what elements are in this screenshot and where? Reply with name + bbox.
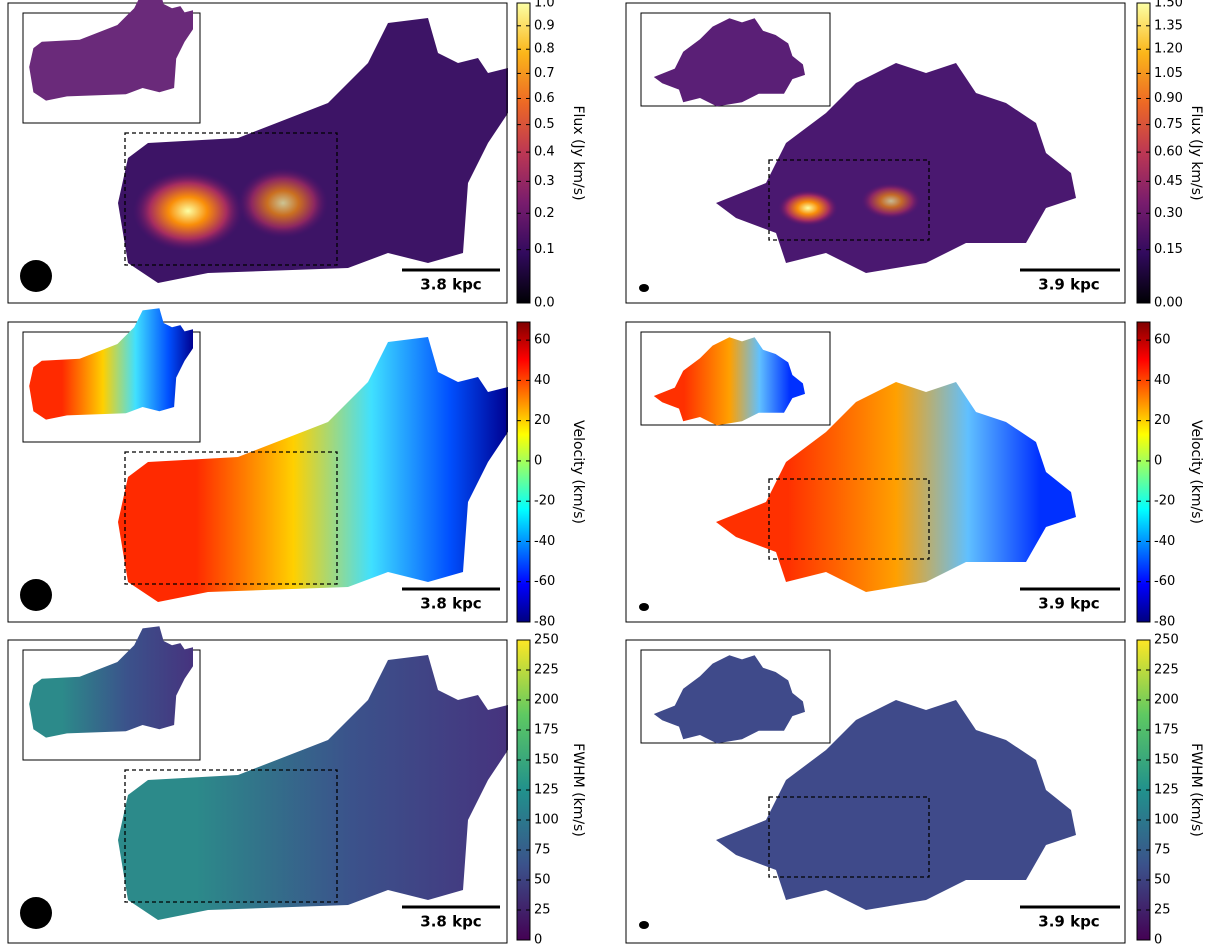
colorbar-tick-label: 75 <box>534 843 551 858</box>
colorbar-tick-label: 25 <box>534 903 551 918</box>
colorbar <box>517 3 530 303</box>
figure: 0.0 0.1 0.2 0.3 0.4 0.5 0.6 0.7 0.8 0.9 1.0 Flux (J… <box>0 0 1230 952</box>
colorbar-tick-label: 1.05 <box>1154 66 1183 81</box>
colorbar-tick-label: 40 <box>1154 373 1171 388</box>
colorbar-label: Flux (Jy km/s) <box>570 105 586 200</box>
colorbar-tick-label: 0.5 <box>534 117 555 132</box>
colorbar <box>1137 322 1150 622</box>
colorbar-tick-label: 0.6 <box>534 91 555 106</box>
colorbar-tick-label: 40 <box>534 373 551 388</box>
colorbar-label: FWHM (km/s) <box>570 743 586 837</box>
colorbar-label: FWHM (km/s) <box>1188 743 1204 837</box>
colorbar-tick-label: 0.30 <box>1154 206 1183 221</box>
map-fwhm-right <box>626 640 1125 943</box>
colorbar-tick-label: -40 <box>534 534 555 549</box>
colorbar-tick-label: -20 <box>1154 494 1175 509</box>
colorbar-tick-label: 1.35 <box>1154 18 1183 33</box>
colorbar-tick-label: 60 <box>1154 333 1171 348</box>
colorbar-tick-label: 125 <box>534 783 559 798</box>
map-flux-right <box>626 3 1125 303</box>
colorbar-tick-label: 125 <box>1154 783 1179 798</box>
scale-bar-label: 3.8 kpc <box>420 913 481 931</box>
colorbar-tick-label: 200 <box>1154 693 1179 708</box>
colorbar-tick-label: 0.2 <box>534 206 555 221</box>
colorbar-tick-label: 225 <box>534 663 559 678</box>
colorbar-tick-label: 150 <box>1154 753 1179 768</box>
scale-bar-label: 3.9 kpc <box>1038 913 1099 931</box>
colorbar-tick-label: 1.50 <box>1154 0 1183 11</box>
colorbar-tick-label: 250 <box>1154 633 1179 648</box>
colorbar <box>1137 3 1150 303</box>
colorbar-tick-label: 0.00 <box>1154 296 1183 311</box>
map-velocity-left <box>8 308 508 622</box>
colorbar-tick-label: 75 <box>1154 843 1171 858</box>
colorbar-tick-label: 175 <box>534 723 559 738</box>
colorbar-tick-label: 225 <box>1154 663 1179 678</box>
colorbar-tick-label: 0.8 <box>534 42 555 57</box>
colorbar-tick-label: 20 <box>1154 413 1171 428</box>
colorbar-tick-label: 0.7 <box>534 66 555 81</box>
map-velocity-right <box>626 322 1125 622</box>
colorbar-tick-label: 200 <box>534 693 559 708</box>
colorbar-tick-label: 60 <box>534 333 551 348</box>
scale-bar-label: 3.8 kpc <box>420 595 481 613</box>
colorbar-tick-label: 1.0 <box>534 0 555 11</box>
colorbar-label: Velocity (km/s) <box>570 420 586 524</box>
colorbar-tick-label: -80 <box>1154 615 1175 630</box>
scale-bar-label: 3.9 kpc <box>1038 595 1099 613</box>
colorbar-tick-label: 250 <box>534 633 559 648</box>
colorbar-tick-label: -40 <box>1154 534 1175 549</box>
colorbar-tick-label: 0 <box>1154 453 1162 468</box>
colorbar-tick-label: 0.75 <box>1154 117 1183 132</box>
colorbar-tick-label: 1.20 <box>1154 42 1183 57</box>
map-panels <box>8 0 1125 943</box>
colorbar-tick-label: 0.90 <box>1154 91 1183 106</box>
colorbar-tick-label: 0.3 <box>534 174 555 189</box>
colorbar <box>517 322 530 622</box>
colorbar-tick-label: 100 <box>1154 813 1179 828</box>
colorbar-tick-label: 50 <box>1154 873 1171 888</box>
colorbar-tick-label: 0.1 <box>534 242 555 257</box>
colorbar-tick-label: 0.9 <box>534 18 555 33</box>
colorbar-tick-label: 0.15 <box>1154 242 1183 257</box>
scale-bar-label: 3.8 kpc <box>420 276 481 294</box>
colorbar-tick-label: -80 <box>534 615 555 630</box>
colorbar-tick-label: 0 <box>534 933 542 948</box>
scale-bar-label: 3.9 kpc <box>1038 276 1099 294</box>
colorbar-tick-label: 0 <box>1154 933 1162 948</box>
colorbar-tick-label: 0 <box>534 453 542 468</box>
map-fwhm-left <box>8 626 508 943</box>
colorbar-tick-label: 20 <box>534 413 551 428</box>
colorbar-tick-label: 50 <box>534 873 551 888</box>
colorbar-tick-label: 0.0 <box>534 296 555 311</box>
colorbar-tick-label: 0.45 <box>1154 174 1183 189</box>
colorbar-tick-label: 0.60 <box>1154 145 1183 160</box>
colorbar-tick-label: 25 <box>1154 903 1171 918</box>
colorbar-tick-label: 0.4 <box>534 145 555 160</box>
colorbar-tick-label: 150 <box>534 753 559 768</box>
colorbar-tick-label: -60 <box>534 574 555 589</box>
colorbar-tick-label: -60 <box>1154 574 1175 589</box>
map-flux-left <box>8 0 508 303</box>
colorbar-tick-label: 175 <box>1154 723 1179 738</box>
colorbar-tick-label: -20 <box>534 494 555 509</box>
colorbar-tick-label: 100 <box>534 813 559 828</box>
colorbar-label: Velocity (km/s) <box>1188 420 1204 524</box>
colorbar-label: Flux (Jy km/s) <box>1188 105 1204 200</box>
